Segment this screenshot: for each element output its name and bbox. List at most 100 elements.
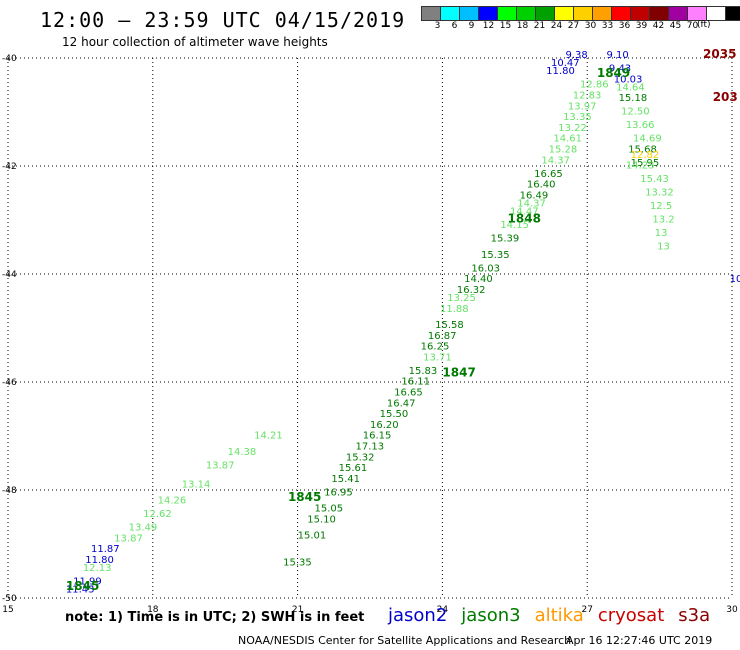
data-point-jason2: 10 (730, 274, 740, 285)
data-point-jason3-light: 15.43 (640, 174, 669, 185)
x-tick-label: 15 (2, 605, 13, 615)
data-point-jason3: 16.20 (370, 420, 399, 431)
data-point-jason3-light: 14.61 (553, 134, 582, 145)
color-scale-label: 9 (468, 21, 475, 31)
color-scale-label: 30 (584, 21, 597, 31)
data-point-jason3: 16.65 (534, 169, 563, 180)
color-scale-label: 6 (451, 21, 458, 31)
data-point-jason3-light: 11.88 (440, 304, 469, 315)
y-tick-label: -40 (2, 54, 17, 64)
data-point-jason3: 15.39 (491, 234, 520, 245)
data-point-jason3: 15.58 (435, 320, 464, 331)
data-point-jason3: 15.41 (331, 474, 360, 485)
pass-label: 203 (713, 90, 738, 104)
data-point-jason3: 16.40 (527, 180, 556, 191)
pass-label: 1848 (508, 212, 541, 226)
page-subtitle: 12 hour collection of altimeter wave hei… (62, 35, 328, 49)
data-point-jason3-light: 12.5 (650, 201, 672, 212)
data-point-jason3-light: 13.14 (182, 479, 211, 490)
x-tick-label: 27 (581, 605, 592, 615)
color-scale-label: 12 (482, 21, 495, 31)
data-point-jason3-light: 14.47 (510, 207, 539, 218)
data-point-jason3-light: 13.97 (568, 101, 597, 112)
data-point-jason3-light: 14.23 (626, 161, 655, 172)
data-point-jason3: 16.65 (394, 388, 423, 399)
data-point-jason3-light: 13.71 (423, 352, 452, 363)
data-point-jason3: 15.95 (631, 158, 660, 169)
color-scale-label: 70 (686, 21, 699, 31)
data-point-jason3-light: 12.86 (580, 80, 609, 91)
color-swatch (725, 6, 740, 21)
data-point-jason3-light: 14.37 (517, 199, 546, 210)
data-point-jason3-light: 13.35 (563, 112, 592, 123)
legend-item-jason2: jason2 (388, 605, 448, 626)
data-point-jason3: 15.35 (481, 250, 510, 261)
color-scale-labels: 3 6 9 12 15 18 21 24 27 30 33 36 39 42 45 70 (421, 21, 701, 31)
data-point-jason3: 15.68 (628, 145, 657, 156)
data-point-jason3-light: 13.2 (652, 215, 674, 226)
data-point-jason2: 11.80 (85, 555, 114, 566)
data-point-jason3-light: 12.50 (621, 107, 650, 118)
data-point-jason2: 9.43 (609, 64, 631, 75)
data-point-jason3-light: 14.37 (541, 155, 570, 166)
data-point-jason2: 11.87 (91, 544, 120, 555)
color-scale-label: 21 (533, 21, 546, 31)
data-point-jason2: 10.47 (551, 58, 580, 69)
data-point-jason3-light: 13 (657, 242, 670, 253)
y-tick-label: -42 (2, 162, 17, 172)
data-point-jason3: 15.35 (283, 558, 312, 569)
pass-label: 2035 (703, 47, 736, 61)
timestamp-text: Apr 16 12:27:46 UTC 2019 (566, 634, 713, 647)
data-point-jason3-light: 14.64 (616, 82, 645, 93)
y-tick-label: -46 (2, 378, 17, 388)
data-point-jason3: 15.83 (409, 366, 438, 377)
color-scale (421, 6, 740, 21)
color-scale-label: 18 (516, 21, 529, 31)
credit-text: NOAA/NESDIS Center for Satellite Applica… (238, 634, 572, 647)
pass-label: 1845 (288, 490, 321, 504)
color-scale-label: 24 (550, 21, 563, 31)
pass-label: 1845 (66, 579, 99, 593)
data-point-jason2: 10.03 (614, 74, 643, 85)
data-point-jason2: 11.99 (73, 577, 102, 588)
data-point-jason3: 16.87 (428, 331, 457, 342)
y-tick-label: -48 (2, 486, 17, 496)
data-point-jason3-light: 14.26 (158, 496, 187, 507)
data-point-jason3-light: 13.66 (626, 120, 655, 131)
data-point-jason3: 16.32 (457, 285, 486, 296)
color-scale-unit: (ft) (697, 20, 711, 30)
color-scale-label: 15 (499, 21, 512, 31)
data-point-jason3-light: 13 (655, 228, 668, 239)
data-point-jason3-light: 13.32 (645, 188, 674, 199)
data-point-jason3: 15.01 (298, 531, 327, 542)
data-point-jason3: 15.10 (307, 514, 336, 525)
color-scale-label: 42 (652, 21, 665, 31)
data-point-jason2: 11.43 (66, 585, 95, 596)
data-point-jason3-light: 12.83 (573, 91, 602, 102)
data-point-jason3: 15.32 (346, 452, 375, 463)
data-point-jason2: 9.38 (565, 50, 587, 61)
data-point-jason3-light: 13.49 (129, 523, 158, 534)
y-tick-label: -44 (2, 270, 17, 280)
data-point-jason3: 16.15 (363, 431, 392, 442)
data-point-jason3: 17.13 (356, 442, 385, 453)
color-scale-label: 33 (601, 21, 614, 31)
data-point-jason3: 14.40 (464, 274, 493, 285)
data-point-jason3: 16.03 (471, 263, 500, 274)
color-scale-label: 45 (669, 21, 682, 31)
data-point-jason3-light: 14.15 (500, 220, 529, 231)
data-point-jason3: 16.25 (421, 342, 450, 353)
data-point-jason3: 16.11 (401, 377, 430, 388)
pass-label: 1847 (442, 366, 475, 380)
data-point-jason3-light: 14.69 (633, 134, 662, 145)
color-scale-label: 3 (434, 21, 441, 31)
legend-item-altika: altika (534, 605, 584, 626)
data-point-jason3: 16.47 (387, 398, 416, 409)
color-scale-label: 27 (567, 21, 580, 31)
data-point-jason3: 15.05 (314, 504, 343, 515)
data-point-jason2: 11.80 (546, 66, 575, 77)
data-point-jason2: 9.10 (607, 50, 629, 61)
legend-item-jason3: jason3 (461, 605, 521, 626)
x-tick-label: 30 (726, 605, 738, 615)
